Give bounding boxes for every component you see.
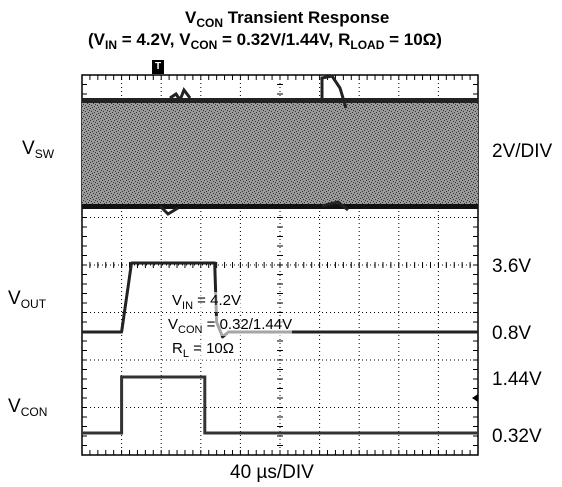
subtitle-part-4: = 0.32V/1.44V, R — [217, 30, 351, 49]
channel-label-vsw: VSW — [22, 138, 55, 161]
chart-title: VCON Transient Response — [185, 8, 390, 30]
x-axis-scale-label: 40 µs/DIV — [230, 462, 314, 483]
vsw-scale-label: 2V/DIV — [492, 141, 553, 162]
vout-high-level-label: 3.6V — [492, 256, 532, 277]
subtitle-part-2: = 4.2V, V — [117, 30, 191, 49]
subtitle-part-5: LOAD — [350, 38, 385, 52]
channel-label-vcon: VCON — [8, 396, 48, 419]
vcon-low-level-label: 0.32V — [492, 426, 542, 447]
subtitle-part-6: = 10Ω) — [384, 30, 442, 49]
channel-ground-marker — [472, 394, 478, 402]
subtitle-part-3: CON — [190, 38, 218, 52]
vsw-low-rail-bump — [321, 200, 349, 212]
subtitle-part-1: IN — [105, 38, 117, 52]
plot-frame — [81, 74, 479, 456]
vsw-switching-band — [82, 100, 478, 207]
vsw-high-rail — [82, 98, 478, 103]
trigger-marker: T — [152, 60, 164, 74]
vcon-trace — [82, 375, 478, 435]
vsw-step-up-disturbance — [169, 86, 192, 104]
annotation-line-1: VCON = 0.32/1.44V — [168, 316, 293, 336]
vsw-step-down-disturbance — [320, 74, 348, 109]
vout-low-level-label: 0.8V — [492, 323, 532, 344]
annotation-line-0: VIN = 4.2V — [172, 292, 241, 312]
annotation-line-2: RL = 10Ω — [172, 340, 234, 360]
channel-label-vout: VOUT — [8, 288, 47, 311]
vcon-high-level-label: 1.44V — [492, 369, 542, 390]
subtitle-part-0: (V — [88, 30, 105, 49]
chart-subtitle: (VIN = 4.2V, VCON = 0.32V/1.44V, RLOAD =… — [88, 30, 442, 52]
vsw-low-rail — [82, 204, 478, 209]
vsw-low-rail-dip — [158, 204, 179, 216]
